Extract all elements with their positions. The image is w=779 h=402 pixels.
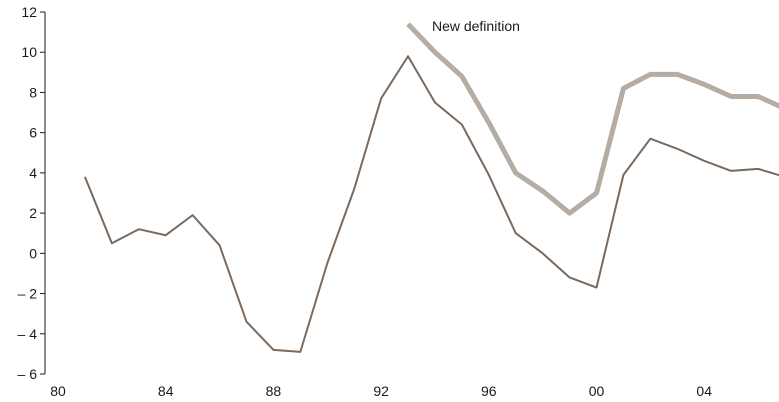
y-tick-label: 8 [29,84,37,100]
y-tick-label: – 4 [18,326,38,342]
y-tick-label: 2 [29,205,37,221]
series-line-0 [84,55,779,353]
y-tick-label: – 6 [18,366,38,382]
x-tick-label: 04 [696,383,712,399]
series-line-1 [406,22,779,216]
y-tick-label: 10 [21,44,37,60]
x-tick-label: 00 [589,383,605,399]
y-tick-label: – 2 [18,286,38,302]
x-tick-label: 96 [481,383,497,399]
y-tick-label: 12 [21,4,37,20]
y-axis-ticks: 12 10 8 6 4 2 0 – 2 – 4 – 6 [18,4,45,382]
x-tick-label: 92 [373,383,389,399]
annotation-new-definition: New definition [432,18,520,34]
x-tick-label: 84 [158,383,174,399]
y-tick-label: 0 [29,245,37,261]
x-tick-label: 88 [266,383,282,399]
y-tick-label: 4 [29,165,37,181]
x-tick-label: 80 [50,383,66,399]
series-layer [84,22,779,353]
x-axis-ticks: 80 84 88 92 96 00 04 [50,383,712,399]
y-tick-label: 6 [29,125,37,141]
